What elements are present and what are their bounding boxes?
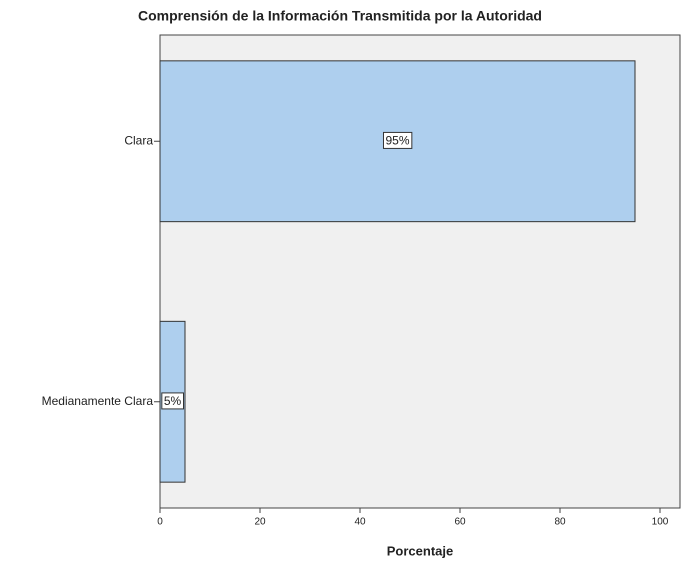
x-tick-label: 0 bbox=[157, 517, 163, 528]
x-tick-label: 80 bbox=[554, 517, 566, 528]
x-tick-label: 20 bbox=[254, 517, 266, 528]
chart-title: Comprensión de la Información Transmitid… bbox=[138, 8, 542, 24]
data-label-box bbox=[161, 392, 185, 410]
x-tick-label: 60 bbox=[454, 517, 466, 528]
y-tick-label: Medianamente Clara bbox=[42, 394, 154, 408]
x-tick-label: 40 bbox=[354, 517, 366, 528]
data-label: 95% bbox=[385, 133, 409, 147]
x-tick-label: 100 bbox=[652, 517, 669, 528]
data-label-box bbox=[382, 131, 413, 149]
y-tick-label: Clara bbox=[124, 133, 153, 147]
x-axis-title: Porcentaje bbox=[387, 543, 453, 558]
data-label: 5% bbox=[164, 394, 182, 408]
